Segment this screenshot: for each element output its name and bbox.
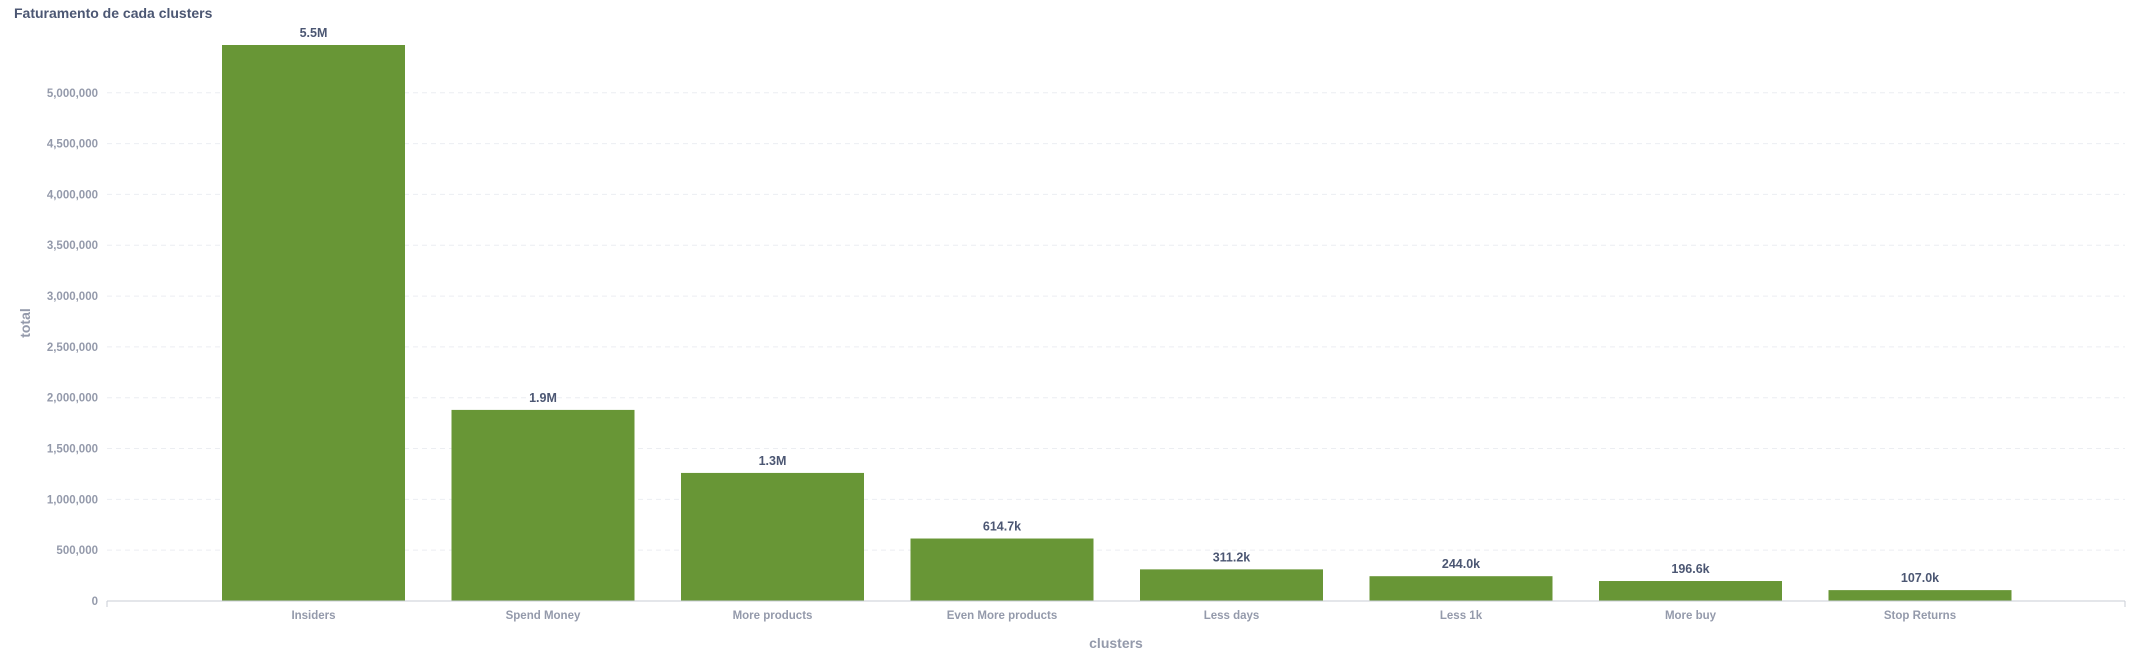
y-tick-label: 1,000,000: [47, 494, 98, 506]
y-axis-ticks: 0 500,000 1,000,000 1,500,000 2,000,000 2,500…: [47, 88, 98, 608]
x-tick-label: More buy: [1665, 610, 1717, 622]
bar[interactable]: [910, 538, 1094, 601]
y-tick-label: 4,000,000: [47, 189, 98, 201]
bar[interactable]: [1140, 569, 1323, 601]
x-tick-label: Less 1k: [1440, 610, 1483, 622]
y-axis-title: total: [17, 308, 33, 338]
x-axis-ticks: Insiders Spend Money More products Even Mor…: [291, 610, 1956, 622]
bar[interactable]: [451, 409, 635, 601]
bar[interactable]: [1599, 581, 1782, 601]
x-tick-label: More products: [733, 610, 813, 622]
data-label: 5.5M: [300, 26, 328, 40]
y-tick-label: 3,500,000: [47, 240, 98, 252]
x-axis-title: clusters: [1089, 635, 1143, 651]
chart-title: Faturamento de cada clusters: [14, 5, 213, 21]
x-tick-label: Even More products: [947, 610, 1058, 622]
y-tick-label: 5,000,000: [47, 88, 98, 100]
bar[interactable]: [1828, 590, 2012, 601]
bars: [222, 45, 2012, 601]
y-tick-label: 1,500,000: [47, 444, 98, 456]
x-tick-label: Less days: [1204, 610, 1260, 622]
y-tick-label: 4,500,000: [47, 139, 98, 151]
y-tick-label: 2,000,000: [47, 393, 98, 405]
data-labels: 5.5M 1.9M 1.3M 614.7k 311.2k 244.0k 196.6k 107.…: [300, 26, 1940, 585]
data-label: 311.2k: [1213, 550, 1251, 564]
x-tick-label: Insiders: [291, 610, 335, 622]
bar[interactable]: [681, 472, 864, 601]
grid-lines: [107, 92, 2125, 551]
data-label: 1.9M: [529, 391, 557, 405]
x-tick-label: Stop Returns: [1884, 610, 1956, 622]
bar[interactable]: [222, 45, 405, 601]
y-tick-label: 3,000,000: [47, 291, 98, 303]
y-tick-label: 2,500,000: [47, 342, 98, 354]
data-label: 107.0k: [1901, 571, 1939, 585]
y-tick-label: 0: [92, 596, 98, 608]
x-tick-label: Spend Money: [506, 610, 581, 622]
data-label: 614.7k: [983, 520, 1021, 534]
y-tick-label: 500,000: [56, 545, 98, 557]
data-label: 244.0k: [1442, 557, 1480, 571]
data-label: 196.6k: [1671, 562, 1709, 576]
data-label: 1.3M: [759, 454, 787, 468]
bar[interactable]: [1369, 576, 1553, 601]
